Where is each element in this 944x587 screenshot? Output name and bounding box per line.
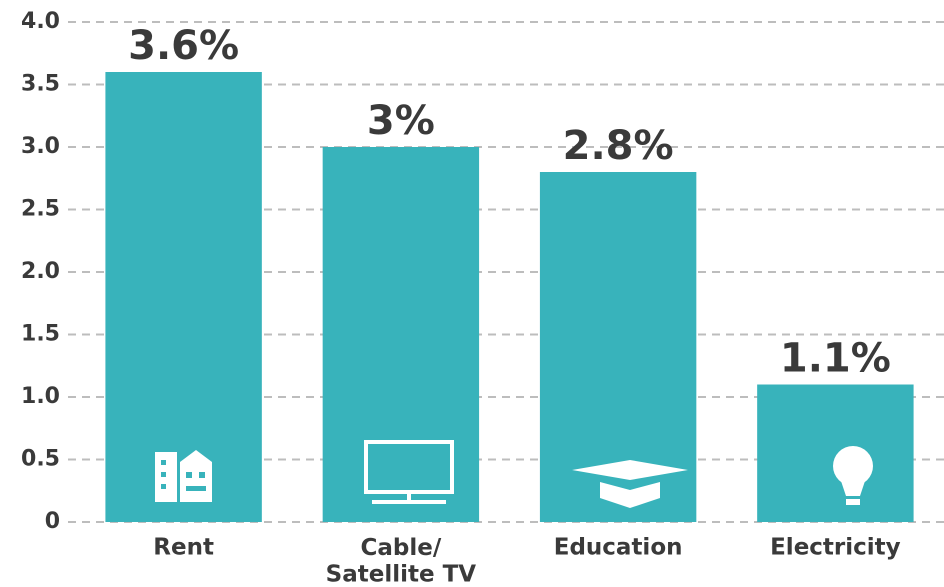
bar: [322, 147, 480, 522]
x-tick-label: Cable/Satellite TV: [326, 535, 477, 587]
value-label: 2.8%: [563, 123, 674, 169]
value-label: 3%: [367, 98, 435, 144]
y-tick-label: 4.0: [21, 9, 60, 34]
y-tick-label: 2.5: [21, 197, 60, 222]
y-tick-label: 1.0: [21, 384, 60, 409]
y-tick-label: 1.5: [21, 322, 60, 347]
x-tick-label: Electricity: [770, 535, 901, 561]
value-label: 1.1%: [780, 336, 891, 382]
bar: [757, 384, 914, 522]
education-icon: [572, 460, 688, 508]
x-tick-label: Rent: [153, 535, 214, 561]
y-tick-label: 0.5: [21, 447, 60, 472]
icons: [155, 440, 873, 508]
x-tick-label: Education: [554, 535, 683, 561]
y-tick-label: 3.0: [21, 134, 60, 159]
rent-icon: [155, 450, 212, 502]
y-tick-label: 0: [45, 509, 60, 534]
y-tick-label: 2.0: [21, 259, 60, 284]
bars: [105, 72, 914, 522]
y-tick-label: 3.5: [21, 72, 60, 97]
labels: 0 0.5 1.0 1.5 2.0 2.5 3.0 3.5 4.0 Rent 3.6% Cable/S…: [21, 9, 901, 587]
bulb-icon: [833, 446, 873, 505]
bar: [105, 72, 262, 522]
tv-icon: [364, 440, 454, 504]
value-label: 3.6%: [128, 23, 239, 69]
